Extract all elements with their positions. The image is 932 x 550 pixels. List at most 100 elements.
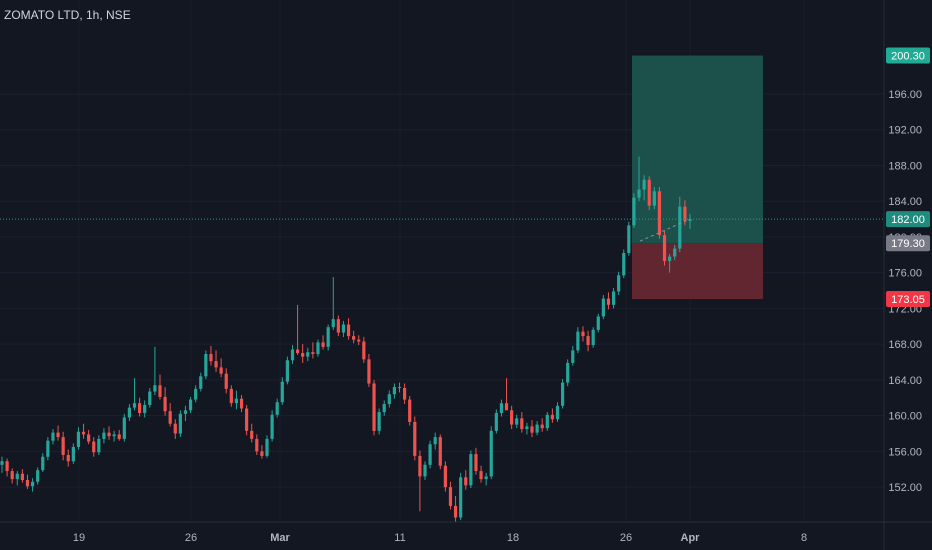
candle	[362, 337, 366, 363]
candle-body	[596, 316, 600, 330]
candle-body	[571, 350, 575, 363]
candle-body	[535, 424, 539, 433]
candle	[260, 445, 264, 459]
candle	[387, 390, 391, 408]
candle	[219, 358, 223, 378]
candle-body	[204, 354, 208, 377]
candle-body	[586, 336, 590, 346]
candle	[0, 456, 4, 473]
candle	[132, 378, 137, 411]
time-axis[interactable]: 19 26 Mar 11 18 26 Apr 8	[73, 532, 807, 544]
candle	[265, 435, 269, 458]
candle-body	[428, 444, 432, 465]
candle-body	[688, 219, 692, 221]
candle	[469, 450, 473, 489]
candle-body	[311, 352, 315, 354]
candle-body	[270, 414, 274, 439]
candle-body	[392, 387, 397, 395]
candle-body	[30, 481, 35, 487]
price-tick-label: 192.00	[888, 125, 922, 137]
candle	[112, 430, 116, 442]
candle	[76, 427, 81, 450]
candle-body	[520, 418, 524, 430]
candle	[433, 432, 437, 450]
candle	[143, 400, 147, 418]
target-price-tag: 200.30	[886, 47, 930, 64]
candle-body	[255, 438, 259, 452]
candle	[484, 472, 488, 486]
candle-body	[178, 413, 182, 434]
candle	[632, 193, 636, 228]
candle-body	[484, 476, 488, 480]
candle	[581, 326, 585, 342]
candle-body	[581, 331, 585, 337]
time-tick-label: 19	[73, 532, 85, 544]
target-zone	[632, 55, 763, 244]
candle-body	[657, 191, 662, 236]
candle-body	[321, 342, 325, 347]
candle-body	[510, 410, 514, 425]
candle-body	[617, 275, 621, 292]
candle-body	[647, 179, 651, 206]
candle-body	[443, 465, 447, 488]
candle-body	[199, 376, 203, 389]
candle	[464, 470, 468, 490]
candle	[229, 385, 233, 407]
candle-body	[97, 438, 101, 453]
candle-body	[250, 430, 254, 439]
candle-body	[530, 426, 534, 433]
candle-body	[183, 410, 188, 414]
candle	[515, 414, 519, 429]
candle	[224, 368, 228, 394]
candle	[199, 372, 203, 392]
candle	[316, 339, 320, 357]
candle-body	[352, 336, 356, 340]
candle-body	[295, 349, 300, 354]
candle	[408, 396, 412, 426]
candle-body	[591, 329, 595, 346]
candle-body	[418, 455, 422, 477]
candle	[331, 277, 335, 330]
candle	[245, 404, 249, 436]
candle-body	[71, 446, 75, 462]
candle	[550, 408, 554, 423]
entry-price-tag: 179.30	[886, 235, 930, 252]
candle-body	[611, 291, 616, 305]
candle	[153, 346, 157, 396]
candle-body	[92, 441, 96, 453]
candle-body	[372, 383, 376, 431]
candle-body	[464, 477, 468, 486]
candle-body	[357, 339, 361, 342]
candle-body	[301, 353, 305, 357]
candle-body	[163, 396, 167, 412]
candle	[81, 423, 86, 439]
candle	[122, 413, 126, 442]
candle	[530, 420, 534, 438]
candle-body	[403, 387, 407, 400]
candle-body	[265, 438, 269, 456]
symbol-title[interactable]: ZOMATO LTD, 1h, NSE	[4, 8, 131, 22]
candle-body	[46, 440, 50, 457]
candle-body	[138, 403, 142, 413]
candle	[204, 350, 208, 380]
candle-body	[683, 206, 687, 221]
candle-body	[112, 434, 116, 437]
price-tags: 200.30 182.00 179.30 173.05	[886, 47, 930, 308]
candle	[637, 156, 641, 202]
candle	[540, 418, 544, 432]
current-price-tag: 182.00	[886, 211, 930, 228]
candle-body	[515, 418, 519, 425]
candle-body	[10, 471, 14, 480]
candle	[627, 221, 631, 256]
candle	[571, 345, 575, 366]
candle	[382, 400, 386, 416]
candle-body	[540, 424, 544, 429]
candle	[188, 396, 193, 413]
candle-body	[459, 477, 463, 518]
candle	[545, 412, 549, 431]
candle-body	[525, 426, 529, 430]
candle-body	[168, 411, 172, 424]
candle-body	[132, 403, 137, 408]
stop-zone	[632, 243, 763, 300]
